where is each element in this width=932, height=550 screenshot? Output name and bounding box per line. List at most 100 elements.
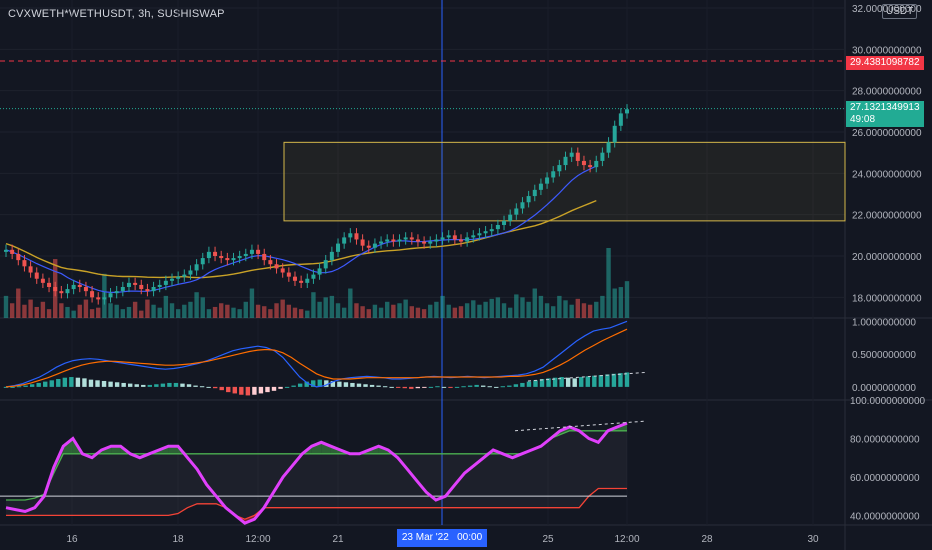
volume-bar [231, 307, 236, 318]
currency-badge[interactable]: USDT [882, 4, 918, 19]
macd-histogram-bar [95, 380, 100, 387]
last-price-tag[interactable]: 27.1321349913 49:08 [846, 101, 924, 127]
candle-body [170, 278, 175, 281]
macd-histogram-bar [3, 386, 9, 388]
candle-body [120, 287, 125, 292]
oscillator-tick-label: 60.0000000000 [850, 473, 920, 484]
volume-bar [46, 309, 52, 318]
price-tick-label: 30.0000000000 [852, 45, 922, 56]
candle-body [34, 272, 39, 279]
macd-histogram-bar [513, 384, 519, 387]
candle-body [22, 260, 27, 267]
volume-bar [329, 295, 335, 318]
candle-body [108, 293, 113, 298]
candle-body [262, 253, 267, 261]
volume-bar [477, 304, 482, 318]
macd-histogram-bar [212, 386, 218, 389]
price-tick-label: 26.0000000000 [852, 128, 922, 139]
macd-histogram-bar [526, 381, 532, 387]
volume-bar [495, 297, 501, 318]
macd-histogram-bar [82, 378, 87, 387]
alert-price-tag[interactable]: 29.4381098782 [846, 56, 924, 70]
macd-histogram-bar [219, 386, 224, 391]
candle-body [206, 251, 211, 259]
macd-histogram-bar [49, 380, 54, 387]
candle-body [526, 196, 531, 203]
candle-body [372, 243, 377, 248]
candle-body [477, 233, 482, 236]
price-axis[interactable]: 32.0000000000 30.0000000000 28.0000000000 2… [850, 4, 926, 522]
macd-histogram-bar [565, 377, 571, 387]
candle-body [397, 239, 402, 242]
macd-signal-line [5, 328, 628, 388]
price-tick-label: 18.0000000000 [852, 293, 922, 304]
candle-body [65, 289, 70, 294]
macd-histogram-bar [441, 386, 447, 388]
volume-bar [341, 307, 347, 318]
macd-histogram-bar [128, 383, 133, 387]
candle-body [612, 125, 617, 143]
candle-body [237, 256, 242, 259]
candle-body [299, 280, 304, 283]
volume-bar [501, 303, 507, 318]
macd-histogram-bar [75, 377, 81, 387]
candle-body [213, 251, 218, 256]
candle-body [139, 284, 144, 290]
macd-histogram-bar [343, 382, 349, 387]
macd-histogram-bar [186, 384, 192, 387]
macd-histogram-bar [507, 385, 512, 387]
macd-tick-label: 0.0000000000 [852, 383, 916, 394]
macd-histogram-bar [585, 376, 590, 387]
macd-histogram-bar [278, 386, 283, 389]
macd-histogram-bar [141, 384, 146, 387]
volume-bar [391, 304, 396, 318]
macd-histogram-bar [226, 386, 231, 393]
volume-bar [464, 303, 470, 318]
candle-body [551, 171, 556, 178]
macd-histogram-bar [108, 381, 113, 387]
candle-body [588, 165, 593, 168]
macd-histogram-bar [180, 383, 185, 387]
volume-bar [471, 300, 476, 318]
overbought-fill [111, 446, 121, 454]
macd-histogram-bar [579, 377, 584, 387]
candle-body [563, 156, 568, 166]
volume-bar [9, 303, 15, 318]
volume-bar [274, 303, 279, 318]
candle-body [28, 266, 33, 273]
macd-histogram-bar [311, 380, 316, 387]
volume-bar [59, 303, 64, 318]
macd-tick-label: 0.5000000000 [852, 350, 916, 361]
volume-bar [458, 306, 464, 318]
volume-bar [489, 298, 494, 318]
macd-histogram-bar [324, 380, 329, 387]
volume-bar [563, 300, 568, 318]
time-tick-label: 16 [66, 534, 78, 545]
macd-histogram-bar [29, 384, 35, 387]
candle-body [348, 233, 353, 238]
macd-histogram-bar [199, 386, 205, 388]
macd-histogram-bar [572, 378, 577, 387]
candle-body [126, 282, 131, 287]
time-tick-label: 18 [172, 534, 184, 545]
candle-body [538, 183, 543, 190]
candle-body [489, 229, 494, 232]
volume-bar [200, 297, 205, 318]
candle-body [342, 237, 347, 244]
candle-body [4, 249, 8, 252]
volume-bar [378, 307, 384, 318]
macd-histogram-bar [369, 384, 375, 387]
volume-bar [65, 306, 70, 318]
candle-body [428, 241, 433, 244]
oscillator-tick-label: 40.0000000000 [850, 511, 920, 522]
volume-bar [83, 299, 89, 318]
volume-bar [606, 248, 611, 318]
time-axis[interactable]: 16 18 12:00 21 25 12:00 28 30 [66, 534, 819, 545]
volume-bar [311, 292, 316, 318]
volume-bar [286, 304, 292, 318]
volume-bar [520, 297, 525, 318]
candle-body [194, 264, 199, 271]
macd-histogram-bar [546, 378, 551, 387]
volume-bar [292, 307, 298, 318]
